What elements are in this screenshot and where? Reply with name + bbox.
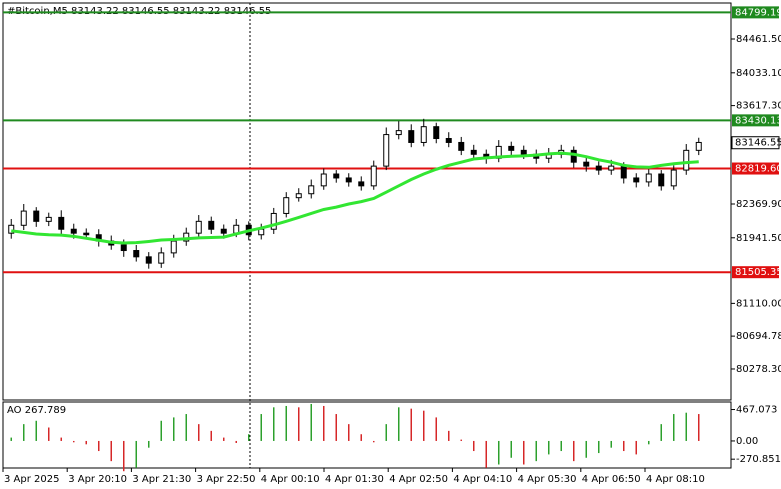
ao-label: AO 267.789 <box>7 405 66 416</box>
candle-body <box>158 252 165 264</box>
candle-body <box>195 220 202 234</box>
candle-body <box>220 228 227 234</box>
candle-body <box>208 220 215 230</box>
candle-body <box>358 181 365 187</box>
x-tick-label: 4 Apr 05:30 <box>518 474 577 485</box>
candle-body <box>20 210 27 226</box>
candle-body <box>508 145 515 151</box>
candle-body <box>170 240 177 254</box>
candle-body <box>658 173 665 187</box>
x-tick-label: 4 Apr 04:10 <box>453 474 512 485</box>
y-tick-label: 83617.30 <box>736 101 781 112</box>
y-tick-label: 80278.30 <box>736 364 781 375</box>
x-tick-label: 3 Apr 21:30 <box>132 474 191 485</box>
candle-body <box>120 244 127 252</box>
candle-body <box>295 193 302 199</box>
candle-body <box>408 130 415 143</box>
candle-body <box>370 165 377 187</box>
candle-body <box>608 165 615 171</box>
candle-body <box>345 177 352 183</box>
level-label: 83430.13 <box>735 115 781 126</box>
candle-body <box>595 165 602 171</box>
candle-body <box>470 149 477 155</box>
ao-tick-label: 467.073 <box>736 405 777 416</box>
candle-body <box>683 149 690 171</box>
y-tick-label: 81941.50 <box>736 233 781 244</box>
x-tick-label: 4 Apr 02:50 <box>389 474 448 485</box>
moving-average <box>11 151 699 245</box>
ao-tick-label: -270.851 <box>736 454 781 465</box>
candle-body <box>395 130 402 136</box>
candle-body <box>570 149 577 163</box>
y-tick-label: 81110.00 <box>736 298 781 309</box>
level-label: 82819.60 <box>735 164 781 175</box>
candle-body <box>133 250 140 258</box>
candle-body <box>333 173 340 179</box>
candle-body <box>258 228 265 236</box>
candle-body <box>270 212 277 230</box>
ao-tick-label: 0.00 <box>736 436 758 447</box>
y-tick-label: 82369.90 <box>736 199 781 210</box>
x-tick-label: 4 Apr 08:10 <box>646 474 705 485</box>
candle-body <box>383 134 390 167</box>
candle-body <box>670 169 677 187</box>
level-label: 84799.19 <box>735 7 781 18</box>
candle-body <box>83 232 90 236</box>
level-box <box>732 114 779 127</box>
price-label: 83146.55 <box>735 138 781 149</box>
candle-body <box>458 141 465 151</box>
candle-body <box>645 173 652 183</box>
level-box <box>732 162 779 175</box>
candle-body <box>33 210 40 222</box>
price-box <box>731 136 780 150</box>
x-tick-label: 4 Apr 00:10 <box>261 474 320 485</box>
y-tick-label: 84461.50 <box>736 34 781 45</box>
candle-body <box>433 126 440 140</box>
y-tick-label: 84033.10 <box>736 68 781 79</box>
candle-body <box>633 177 640 183</box>
x-tick-label: 3 Apr 22:50 <box>197 474 256 485</box>
y-tick-label: 80694.78 <box>736 331 781 342</box>
level-box <box>732 6 779 19</box>
candle-body <box>620 165 627 179</box>
level-box <box>732 266 779 279</box>
candle-body <box>520 149 527 155</box>
candle-body <box>58 216 65 230</box>
candle-body <box>583 161 590 167</box>
candle-body <box>145 256 152 264</box>
candle-body <box>308 185 315 195</box>
candle-body <box>445 138 452 143</box>
ao-panel <box>2 401 732 469</box>
x-tick-label: 3 Apr 20:10 <box>68 474 127 485</box>
candle-body <box>695 141 702 151</box>
candle-body <box>8 224 15 234</box>
candle-body <box>70 228 77 234</box>
level-label: 81505.35 <box>735 267 781 278</box>
candle-body <box>45 216 52 222</box>
candle-body <box>420 126 427 143</box>
x-tick-label: 3 Apr 2025 <box>4 474 59 485</box>
x-tick-label: 4 Apr 01:30 <box>325 474 384 485</box>
candle-body <box>283 197 290 214</box>
candle-body <box>320 173 327 187</box>
x-tick-label: 4 Apr 06:50 <box>582 474 641 485</box>
